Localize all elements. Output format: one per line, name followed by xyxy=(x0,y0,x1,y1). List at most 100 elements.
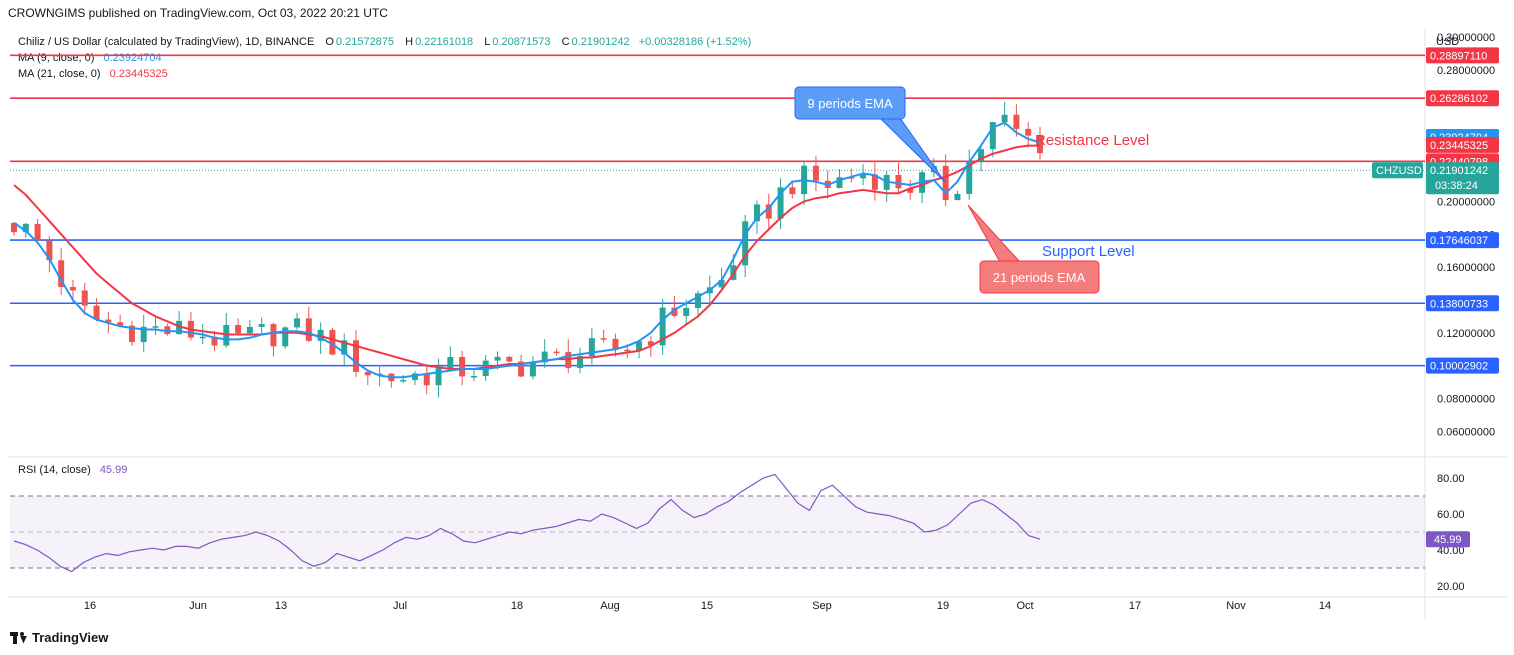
tradingview-brand[interactable]: TradingView xyxy=(10,630,108,645)
candle-body xyxy=(1001,114,1008,123)
rsi-tick-label: 20.00 xyxy=(1437,581,1465,593)
candle-body xyxy=(34,223,41,241)
candle-body xyxy=(966,161,973,194)
candle-body xyxy=(588,338,595,357)
close-label: C xyxy=(561,36,570,48)
time-tick-label: 18 xyxy=(511,600,523,612)
ema9-callout-box xyxy=(794,86,906,120)
candle-body xyxy=(22,223,29,233)
candle-body xyxy=(612,338,619,350)
ma21-label: MA (21, close, 0) xyxy=(18,68,101,80)
candle-body xyxy=(447,356,454,369)
price-tick-label: 0.06000000 xyxy=(1437,426,1495,438)
candle-body xyxy=(1037,135,1043,154)
time-tick-label: Aug xyxy=(600,600,620,612)
candle-body xyxy=(282,327,289,347)
candle-body xyxy=(647,341,654,346)
support-level-tag xyxy=(1426,357,1499,374)
open-value: 0.21572875 xyxy=(335,36,395,48)
candle-body xyxy=(176,320,183,335)
candle-body xyxy=(836,177,843,188)
candle-body xyxy=(871,174,878,190)
low-value: 0.20871573 xyxy=(492,36,551,48)
support-annotation: Support Level xyxy=(1042,243,1135,260)
candle-body xyxy=(329,329,336,355)
candle-body xyxy=(294,318,301,328)
candle-body xyxy=(907,188,914,193)
candle-body xyxy=(954,193,961,201)
candle-body xyxy=(789,187,796,195)
candle-body xyxy=(58,260,65,288)
candle-body xyxy=(989,122,996,150)
rsi-tick-label: 80.00 xyxy=(1437,473,1465,485)
resistance-level-tag-label: 0.28897110 xyxy=(1430,50,1487,62)
ema21-callout-pointer xyxy=(967,204,1022,263)
rsi-legend[interactable]: RSI (14, close) 45.99 xyxy=(18,464,127,476)
candle-body xyxy=(812,165,819,181)
symbol-tag-label: CHZUSD xyxy=(1376,165,1422,177)
time-tick-label: Jul xyxy=(393,600,407,612)
time-tick-label: 16 xyxy=(84,600,96,612)
candle-body xyxy=(117,322,124,326)
open-label: O xyxy=(325,36,334,48)
candle-body xyxy=(659,307,666,346)
resistance-annotation: Resistance Level xyxy=(1035,132,1149,149)
candle-body xyxy=(459,356,466,377)
ma21-price-tag-label: 0.23445325 xyxy=(1430,140,1488,152)
time-tick-label: 19 xyxy=(937,600,949,612)
candle-body xyxy=(470,375,477,378)
time-tick-label: Nov xyxy=(1226,600,1246,612)
candle-body xyxy=(400,379,407,382)
candle-body xyxy=(211,336,218,346)
candle-body xyxy=(235,324,242,334)
support-level-tag-label: 0.10002902 xyxy=(1430,361,1488,373)
candle-body xyxy=(140,326,147,343)
candle-body xyxy=(152,326,159,328)
candle-body xyxy=(777,187,784,219)
time-tick-label: 14 xyxy=(1319,600,1331,612)
support-level-tag xyxy=(1426,295,1499,312)
resistance-level-tag xyxy=(1426,47,1499,64)
candle-body xyxy=(341,340,348,355)
high-value: 0.22161018 xyxy=(415,36,474,48)
ma21-price-tag xyxy=(1426,136,1499,153)
candle-body xyxy=(518,361,525,377)
candle-body xyxy=(353,340,359,372)
price-tick-label: 0.30000000 xyxy=(1437,32,1495,44)
rsi-label: RSI (14, close) xyxy=(18,464,91,476)
support-level-tag-label: 0.17646037 xyxy=(1430,235,1488,247)
support-level-tag-label: 0.13800733 xyxy=(1430,298,1488,310)
ema9-callout-label: 9 periods EMA xyxy=(807,96,893,111)
publisher-credit: CROWNGIMS published on TradingView.com, … xyxy=(8,6,388,20)
time-tick-label: Sep xyxy=(812,600,832,612)
candle-body xyxy=(199,336,206,339)
candle-body xyxy=(895,174,902,189)
candle-body xyxy=(978,149,985,162)
candle-body xyxy=(624,349,631,352)
price-tick-label: 0.08000000 xyxy=(1437,394,1495,406)
time-tick-label: 13 xyxy=(275,600,287,612)
candle-body xyxy=(577,356,584,368)
last-price-tag-label: 0.21901242 xyxy=(1430,165,1488,177)
symbol-tag xyxy=(1372,162,1423,179)
candle-body xyxy=(600,338,607,340)
brand-text: TradingView xyxy=(32,630,109,645)
support-level-tag xyxy=(1426,232,1499,249)
candle-body xyxy=(529,362,536,377)
candle-body xyxy=(848,177,855,179)
ema9-callout-pointer xyxy=(878,117,946,183)
symbol-legend[interactable]: Chiliz / US Dollar (calculated by Tradin… xyxy=(18,36,751,48)
rsi-tick-label: 60.00 xyxy=(1437,509,1465,521)
candle-body xyxy=(69,287,76,291)
ma9-line xyxy=(13,121,1041,379)
ma21-legend[interactable]: MA (21, close, 0) 0.23445325 xyxy=(18,68,168,80)
candle-body xyxy=(246,326,253,334)
candle-body xyxy=(258,324,265,327)
candle-body xyxy=(93,305,100,320)
last-price-tag xyxy=(1426,162,1499,195)
candle-body xyxy=(435,368,442,386)
high-label: H xyxy=(405,36,414,48)
candle-body xyxy=(683,307,690,316)
time-tick-label: Jun xyxy=(189,600,207,612)
